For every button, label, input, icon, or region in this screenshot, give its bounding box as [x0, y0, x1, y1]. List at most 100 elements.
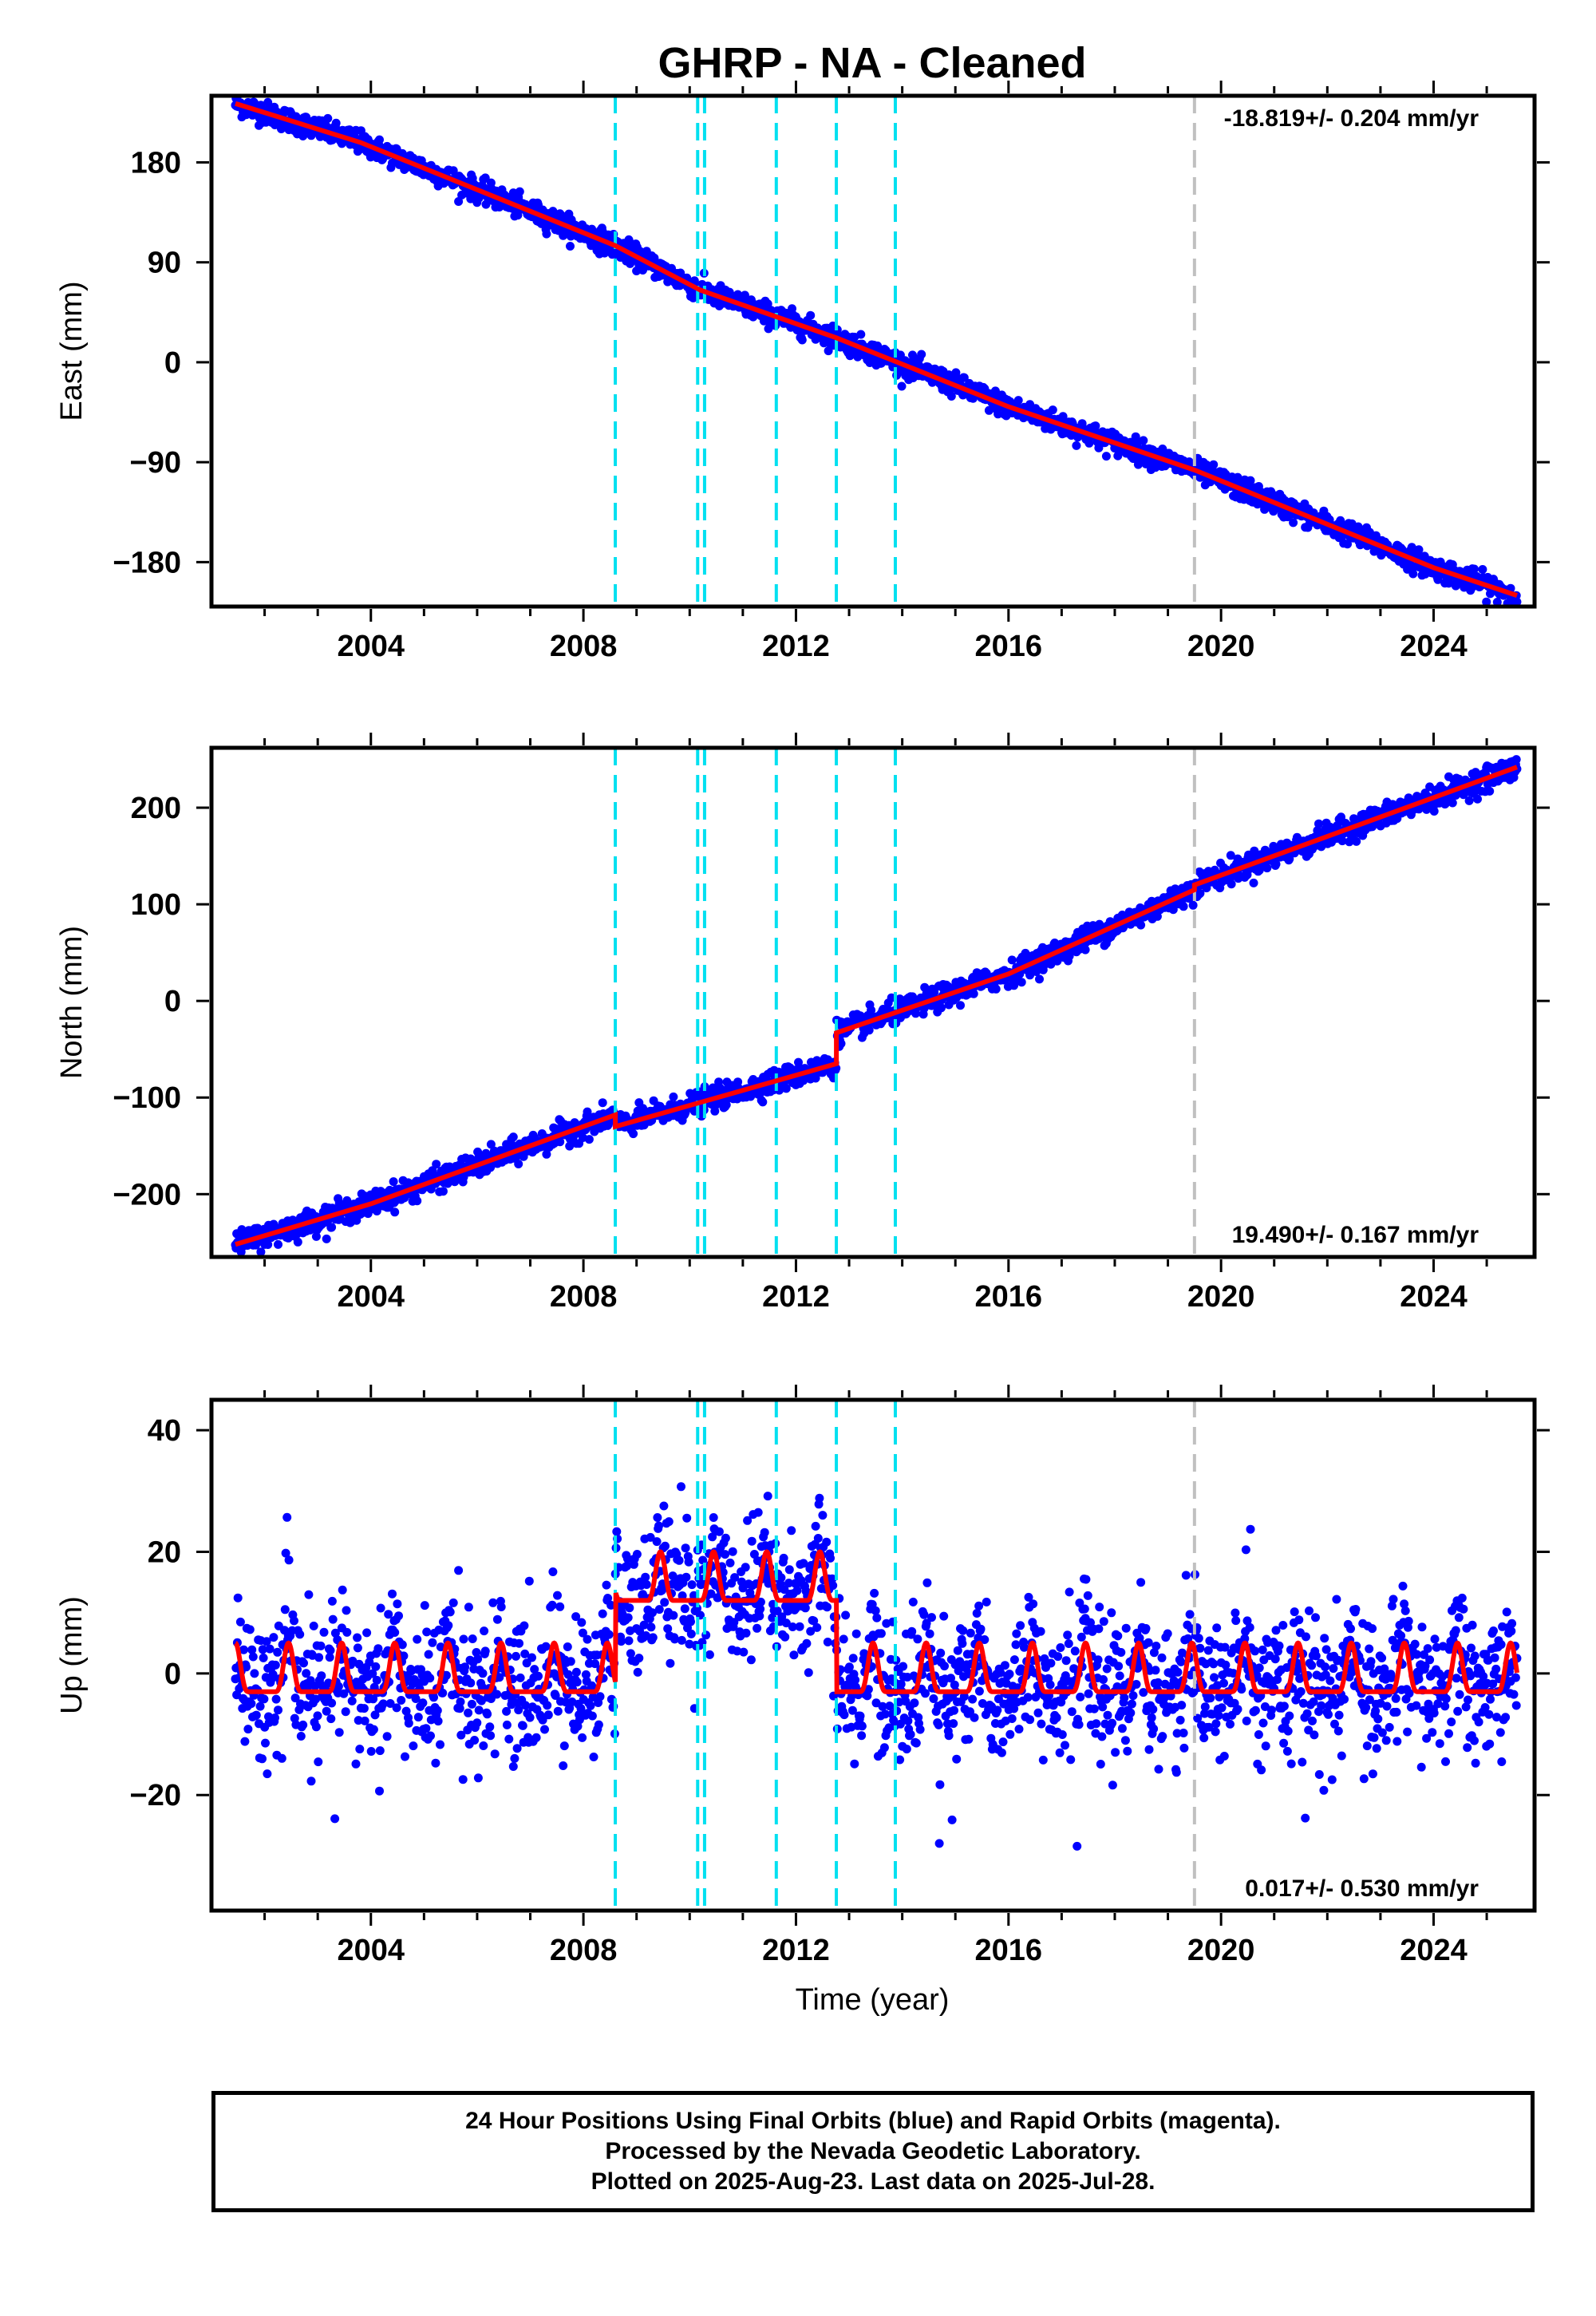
data-point — [311, 1722, 321, 1732]
data-point — [581, 1670, 591, 1679]
data-point — [604, 1630, 614, 1639]
data-point — [359, 1704, 369, 1713]
data-point — [1429, 807, 1439, 816]
data-point — [472, 1648, 481, 1657]
data-point — [781, 1084, 791, 1093]
data-point — [262, 1637, 271, 1646]
data-point — [994, 409, 1003, 419]
data-point — [428, 1638, 437, 1647]
data-point — [1313, 826, 1322, 836]
data-point — [540, 1725, 549, 1734]
data-point — [1101, 452, 1111, 461]
data-point — [566, 231, 575, 241]
data-point — [339, 1689, 349, 1698]
data-point — [553, 1591, 562, 1600]
data-point — [248, 1652, 258, 1662]
data-point — [741, 1628, 751, 1638]
data-point — [486, 1731, 496, 1741]
data-point — [616, 1637, 626, 1646]
data-point — [479, 1741, 488, 1750]
data-point — [397, 1696, 406, 1705]
data-point — [1271, 860, 1281, 869]
data-point — [492, 1690, 502, 1699]
data-point — [541, 1642, 551, 1651]
data-point — [326, 1714, 336, 1724]
data-point — [480, 173, 490, 183]
data-point — [648, 1608, 657, 1618]
data-point — [375, 1786, 384, 1796]
model-fit-line — [235, 765, 1519, 1247]
data-point — [342, 1627, 352, 1637]
data-point — [281, 1548, 290, 1558]
data-point — [1414, 545, 1424, 555]
data-point — [441, 1670, 451, 1680]
data-point — [538, 1715, 547, 1725]
data-point — [1126, 437, 1136, 447]
data-point — [606, 1600, 616, 1610]
data-point — [686, 1629, 696, 1638]
data-point — [930, 988, 939, 997]
data-point — [571, 1667, 581, 1677]
data-point — [389, 1177, 398, 1187]
data-point — [687, 1580, 697, 1590]
data-point — [745, 1588, 755, 1598]
data-point — [508, 1762, 518, 1771]
data-point — [258, 1754, 267, 1764]
data-point — [327, 1223, 337, 1232]
data-point — [263, 1769, 272, 1779]
data-point — [504, 1734, 514, 1744]
data-point — [327, 1698, 337, 1708]
data-point — [486, 1140, 496, 1149]
data-point — [721, 1100, 731, 1109]
data-point — [467, 1699, 476, 1709]
data-point — [1492, 598, 1502, 607]
x-tick-label: 2020 — [1187, 1280, 1255, 1314]
data-point — [864, 1026, 874, 1035]
data-point — [525, 1713, 535, 1722]
data-point — [520, 1649, 530, 1658]
data-point — [271, 1694, 281, 1704]
data-point — [746, 1655, 756, 1665]
x-tick-label: 2020 — [1187, 630, 1255, 663]
data-point — [625, 1603, 634, 1613]
data-point — [247, 1699, 256, 1709]
data-point — [480, 1646, 490, 1656]
data-point — [263, 1240, 273, 1249]
data-point — [438, 1187, 448, 1196]
data-point — [1464, 796, 1474, 805]
data-point — [578, 1628, 587, 1638]
x-tick-label: 2008 — [550, 1280, 618, 1314]
data-point — [299, 1658, 308, 1668]
data-point — [371, 1662, 381, 1671]
data-point — [256, 1247, 266, 1257]
data-point — [1035, 974, 1044, 984]
data-point — [392, 1703, 401, 1713]
data-point — [342, 1606, 351, 1615]
data-point — [311, 1231, 321, 1241]
data-point — [629, 1129, 638, 1139]
data-point — [235, 1617, 245, 1626]
data-point — [686, 1617, 695, 1626]
data-point — [323, 113, 333, 123]
data-point — [908, 350, 917, 360]
data-point — [524, 1576, 534, 1586]
data-point — [946, 392, 956, 401]
data-point — [413, 1196, 422, 1206]
data-point — [1249, 878, 1258, 887]
data-point — [1444, 579, 1453, 588]
data-point — [1482, 597, 1491, 607]
data-point — [429, 1693, 438, 1702]
data-point — [424, 1650, 433, 1659]
data-point — [660, 1598, 670, 1607]
data-point — [527, 1653, 536, 1662]
data-point — [669, 1092, 678, 1101]
data-point — [420, 1601, 429, 1611]
data-point — [591, 1659, 600, 1669]
data-point — [678, 1591, 687, 1600]
data-point — [689, 1591, 698, 1600]
data-point — [448, 1598, 458, 1607]
data-point — [459, 1634, 468, 1644]
data-point — [464, 1708, 473, 1717]
data-point — [1013, 396, 1023, 405]
